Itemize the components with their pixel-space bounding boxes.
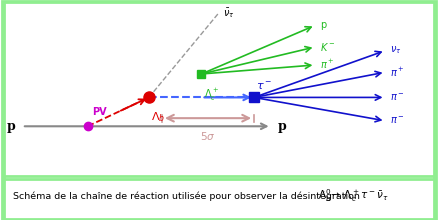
Text: PV: PV xyxy=(92,107,106,117)
Text: $\pi^+$: $\pi^+$ xyxy=(390,66,404,79)
Text: $\pi^-$: $\pi^-$ xyxy=(390,92,405,103)
Text: $\bar{\nu}_\tau$: $\bar{\nu}_\tau$ xyxy=(223,6,235,20)
Text: $\pi^-$: $\pi^-$ xyxy=(390,115,405,126)
Text: p: p xyxy=(7,120,15,133)
Text: $\tau^-$: $\tau^-$ xyxy=(256,81,272,92)
Text: $\Lambda_b^{0}\!\to\;\Lambda_c^+\tau^-\bar{\nu}_\tau$: $\Lambda_b^{0}\!\to\;\Lambda_c^+\tau^-\b… xyxy=(318,187,388,204)
Text: $\Lambda_b$: $\Lambda_b$ xyxy=(151,110,166,124)
Text: $\pi^+$: $\pi^+$ xyxy=(320,58,334,72)
Text: p: p xyxy=(320,20,326,30)
Text: 5$\sigma$: 5$\sigma$ xyxy=(200,130,216,142)
Text: Schéma de la chaîne de réaction utilisée pour observer la désintégration: Schéma de la chaîne de réaction utilisée… xyxy=(13,191,360,201)
Text: $\Lambda_c^+$: $\Lambda_c^+$ xyxy=(204,87,219,103)
Text: p: p xyxy=(278,120,287,133)
Text: $K^-$: $K^-$ xyxy=(320,41,335,53)
Text: $\nu_\tau$: $\nu_\tau$ xyxy=(390,45,401,56)
